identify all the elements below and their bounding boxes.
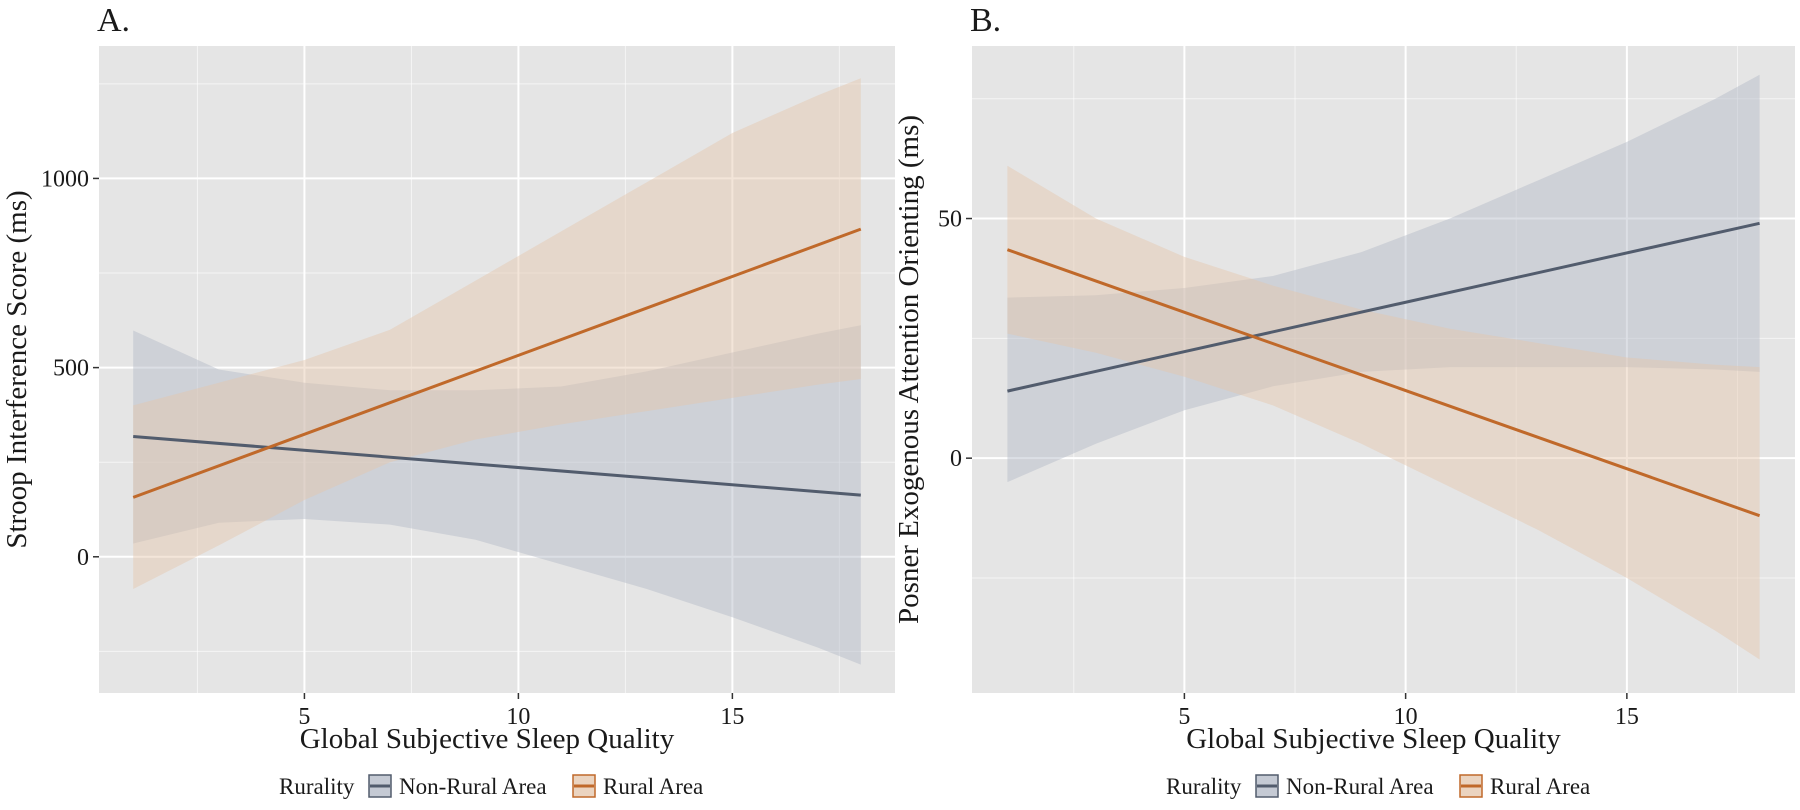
legend-title: Rurality xyxy=(1166,774,1242,799)
legend-label: Rural Area xyxy=(1490,774,1590,799)
chart-panel-b: 5 10 15 0 50 B. Global Subjective Sleep Qualit… xyxy=(893,2,1795,799)
y-tick-label: 0 xyxy=(77,545,89,571)
y-axis-title: Stroop Interference Score (ms) xyxy=(1,190,33,548)
grid xyxy=(99,46,895,693)
legend-title: Rurality xyxy=(279,774,355,799)
y-axis-title: Posner Exogenous Attention Orienting (ms… xyxy=(893,115,925,624)
x-tick-label: 5 xyxy=(298,704,310,730)
y-tick-label: 500 xyxy=(53,356,89,382)
y-tick-label: 0 xyxy=(950,446,962,472)
regression-line-non-rural xyxy=(133,435,861,497)
chart-panel-a: 5 10 15 0 500 1000 A. Global Subjective Sleep Q… xyxy=(1,2,895,799)
x-axis-title: Global Subjective Sleep Quality xyxy=(300,723,675,755)
confidence-band-rural xyxy=(133,78,861,589)
legend-label: Non-Rural Area xyxy=(399,774,547,799)
grid xyxy=(972,46,1795,693)
legend-label: Rural Area xyxy=(603,774,703,799)
panel-label: A. xyxy=(97,2,130,39)
confidence-band-non-rural xyxy=(133,325,861,665)
x-tick-label: 10 xyxy=(506,704,530,730)
legend: Rurality Non-Rural Area Rural Area xyxy=(1166,774,1590,799)
x-tick-label: 10 xyxy=(1394,704,1418,730)
y-tick-label: 50 xyxy=(938,207,962,233)
plot-background xyxy=(99,46,895,693)
x-tick-label: 15 xyxy=(720,704,744,730)
regression-line-rural xyxy=(132,227,862,499)
confidence-band-non-rural xyxy=(1007,74,1760,483)
x-axis-title: Global Subjective Sleep Quality xyxy=(1186,723,1561,755)
confidence-band-rural xyxy=(1007,165,1760,660)
x-tick-label: 15 xyxy=(1615,704,1639,730)
legend-label: Non-Rural Area xyxy=(1286,774,1434,799)
x-tick-label: 5 xyxy=(1178,704,1190,730)
legend: Rurality Non-Rural Area Rural Area xyxy=(279,774,703,799)
y-tick-label: 1000 xyxy=(41,166,89,192)
regression-line-non-rural xyxy=(1007,221,1760,393)
panel-label: B. xyxy=(970,2,1001,39)
regression-line-rural xyxy=(1006,248,1761,518)
